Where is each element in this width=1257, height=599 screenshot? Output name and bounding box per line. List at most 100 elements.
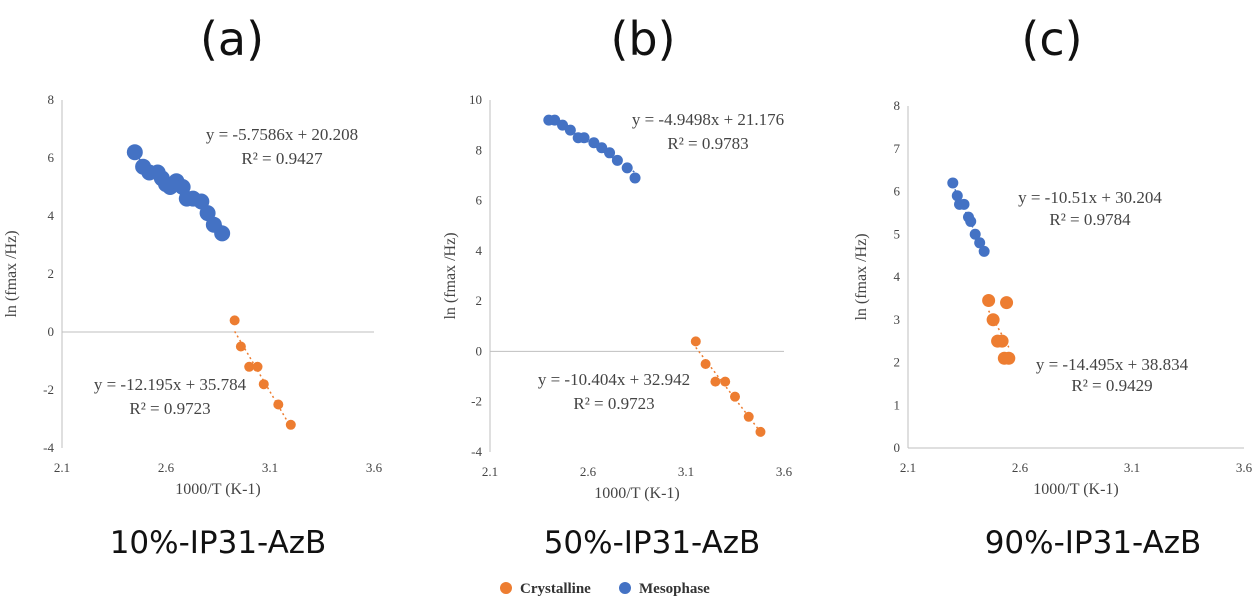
data-point [700,359,711,369]
y-tick-label: -2 [471,394,482,409]
trendline-crystalline [233,330,292,428]
data-point [285,419,296,430]
data-point [690,336,701,347]
trendline-r2: R² = 0.9783 [667,134,748,153]
series-crystalline: y = -14.495x + 38.834 R² = 0.9429 [982,294,1189,395]
legend-marker [619,582,631,594]
data-point [755,426,766,437]
trendline-r2: R² = 0.9429 [1071,376,1152,395]
y-axis-title: ln (fmax /Hz) [442,232,459,319]
legend-marker [500,582,512,594]
x-tick-label: 3.6 [366,460,383,475]
y-tick-label: -4 [43,440,54,455]
y-tick-label: 2 [476,293,483,308]
data-point [974,237,986,249]
y-tick-label: 8 [476,142,483,157]
legend-label: Mesophase [639,581,710,597]
data-point [743,411,754,422]
data-point [947,177,959,189]
y-tick-label: 8 [894,98,901,113]
y-tick-label: 2 [48,266,55,281]
trendline-equation: y = -10.404x + 32.942 [538,370,690,389]
y-tick-label: -2 [43,382,54,397]
data-point [557,119,569,131]
data-point [229,315,240,326]
data-point [1002,351,1016,365]
y-tick-label: 3 [894,312,901,327]
y-axis-title: ln (fmax /Hz) [853,233,870,320]
y-tick-label: 10 [469,92,482,107]
chart-panel-3: (c) 0 1 2 3 4 5 6 7 8 2.1 2.6 3.1 3.6 1000/T (K-1) ln (… [853,12,1253,561]
data-point [969,228,981,240]
x-tick-label: 2.1 [482,464,498,479]
y-tick-label: -4 [471,444,482,459]
panel-label: (a) [200,12,264,66]
trendline-r2: R² = 0.9723 [573,394,654,413]
y-axis-title: ln (fmax /Hz) [3,230,20,317]
trendline-equation: y = -12.195x + 35.784 [94,375,247,394]
x-axis-title: 1000/T (K-1) [175,481,260,498]
series-mesophase: y = -4.9498x + 21.176 R² = 0.9783 [543,110,784,184]
trendline-equation: y = -14.495x + 38.834 [1036,355,1189,374]
y-tick-label: 2 [894,355,901,370]
data-point [710,376,721,387]
data-point [549,114,561,126]
y-tick-label: 5 [894,226,901,241]
data-point [244,361,255,372]
panel-caption: 50%-IP31-AzB [544,525,761,561]
data-point [611,154,623,166]
trendline-r2: R² = 0.9427 [241,149,323,168]
y-tick-label: 7 [894,141,901,156]
panel-caption: 90%-IP31-AzB [985,525,1202,561]
x-tick-label: 2.6 [580,464,597,479]
data-point [564,124,576,136]
data-point [604,147,616,159]
data-point [720,376,731,387]
data-point [235,341,246,352]
x-axis-title: 1000/T (K-1) [1033,481,1118,498]
y-tick-label: 0 [48,324,55,339]
x-tick-label: 3.6 [776,464,793,479]
data-point [986,313,1000,327]
y-tick-label: 0 [476,343,483,358]
x-axis-title: 1000/T (K-1) [594,485,679,502]
panel-label: (b) [610,12,675,66]
data-point [273,399,284,410]
data-point [629,172,641,184]
x-tick-label: 3.1 [262,460,278,475]
y-tick-label: 0 [894,440,901,455]
data-point [951,190,963,202]
trendline-r2: R² = 0.9784 [1049,210,1131,229]
data-point [214,225,231,242]
x-tick-label: 2.1 [54,460,70,475]
x-tick-label: 3.1 [678,464,694,479]
trendline-r2: R² = 0.9723 [129,399,210,418]
legend-item-crystalline: Crystalline [500,581,591,597]
data-point [596,142,608,154]
panel-label: (c) [1021,12,1082,66]
y-tick-label: 8 [48,92,55,107]
panel-caption: 10%-IP31-AzB [110,525,327,561]
series-mesophase: y = -10.51x + 30.204 R² = 0.9784 [947,177,1162,257]
data-point [588,137,600,149]
data-point [252,361,263,372]
chart-panel-2: (b) -4 -2 0 2 4 6 8 10 2.1 2.6 3.1 3.6 1000/T (K-1) ln… [442,12,793,561]
x-tick-label: 2.6 [1012,460,1029,475]
legend: Crystalline Mesophase [500,581,710,597]
data-point [982,294,996,308]
x-tick-label: 2.1 [900,460,916,475]
data-point [995,334,1009,348]
data-point [965,215,977,227]
y-tick-label: 6 [48,150,55,165]
x-tick-label: 2.6 [158,460,175,475]
data-point [958,198,970,210]
data-point [258,379,269,390]
legend-label: Crystalline [520,581,591,597]
trendline-equation: y = -10.51x + 30.204 [1018,188,1162,207]
y-tick-label: 4 [48,208,55,223]
data-point [978,245,990,257]
chart-panel-1: (a) -4 -2 0 2 4 6 8 2.1 2.6 3.1 3.6 1000/T (K-1) ln (… [3,12,383,561]
series-crystalline: y = -10.404x + 32.942 R² = 0.9723 [538,336,766,437]
data-point [730,391,740,402]
legend-item-mesophase: Mesophase [619,581,710,597]
